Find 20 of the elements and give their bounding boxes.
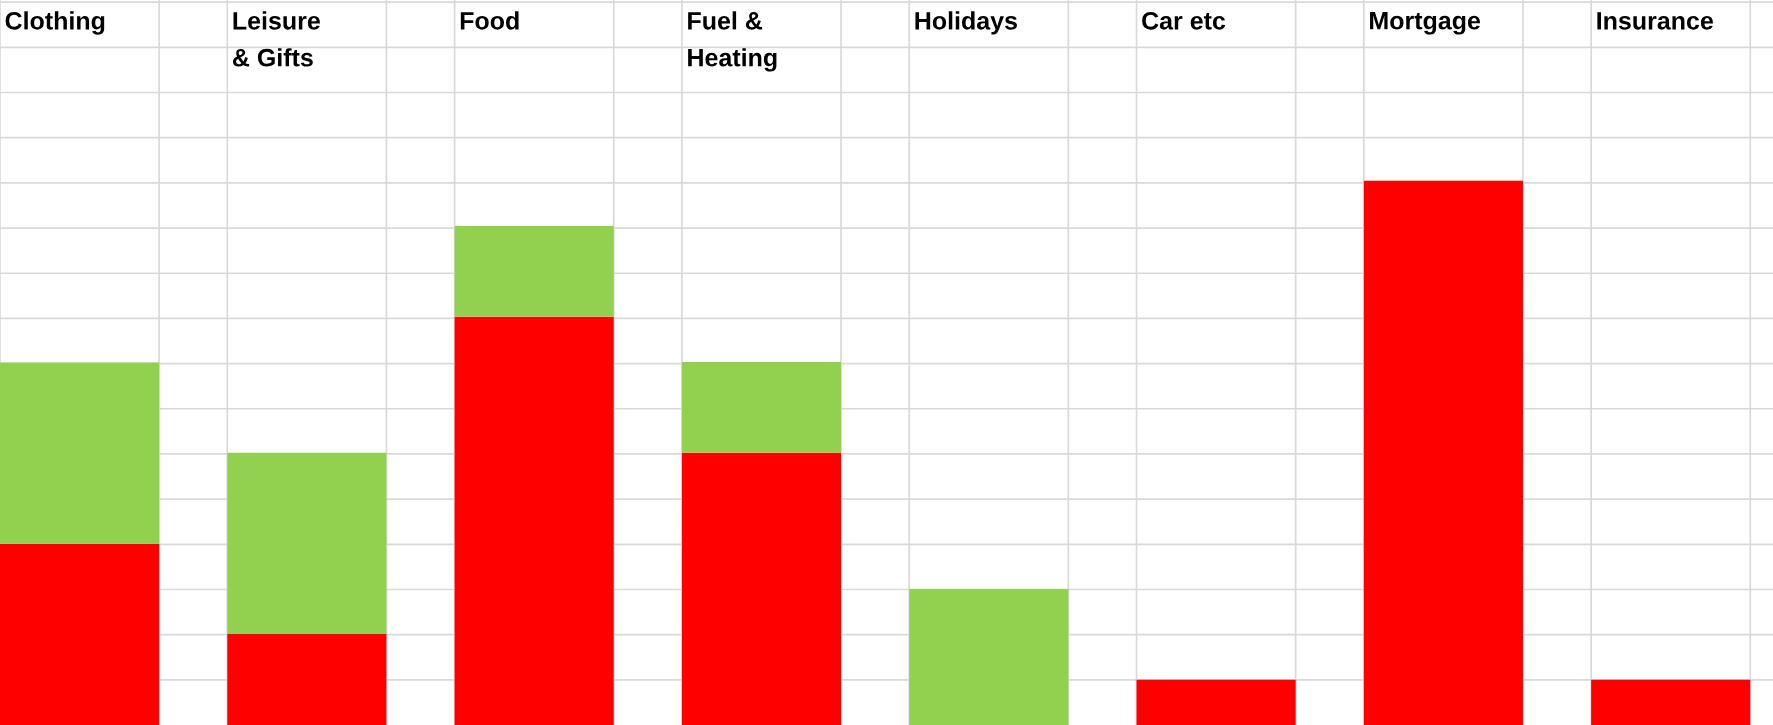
bar: [1136, 679, 1296, 725]
bar: [681, 452, 842, 725]
x-tick-label: Holidays: [915, 11, 1017, 35]
x-tick-label: Fuel & Heating: [688, 11, 777, 72]
bar: [909, 588, 1069, 725]
bar: [1363, 180, 1523, 725]
x-tick-label: Insurance: [1597, 12, 1713, 30]
x-tick-label: Mortgage: [1370, 12, 1481, 35]
x-tick-label: Food: [460, 11, 519, 30]
bar: [1591, 679, 1751, 725]
x-tick-label: Car etc: [1142, 11, 1226, 30]
bar: [681, 361, 842, 453]
bar: [454, 225, 614, 317]
bar: [227, 634, 387, 725]
bar: [0, 362, 160, 544]
bar: [454, 316, 614, 725]
x-tick-label: Clothing: [5, 11, 105, 35]
x-tick-label: Leisure & Gifts: [232, 11, 320, 67]
bar: [227, 452, 387, 635]
bar: [0, 543, 160, 725]
